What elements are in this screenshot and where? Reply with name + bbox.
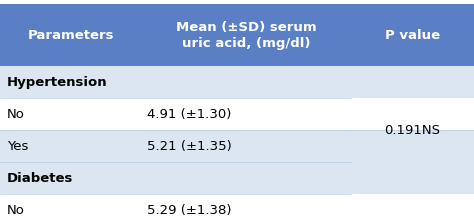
Bar [351,162,474,194]
Text: Diabetes: Diabetes [7,172,73,185]
Bar [142,194,351,221]
Text: No: No [7,204,25,217]
Bar [0,162,142,194]
Bar [142,4,351,66]
Text: 0.191NS: 0.191NS [384,124,440,137]
Bar [142,98,351,130]
Text: Parameters: Parameters [28,29,114,42]
Bar [351,130,474,162]
Text: P value: P value [385,29,440,42]
Text: Yes: Yes [7,140,28,153]
Text: Mean (±SD) serum
uric acid, (mg/dl): Mean (±SD) serum uric acid, (mg/dl) [176,21,317,50]
Bar [142,162,351,194]
Text: No: No [7,108,25,121]
Text: 4.91 (±1.30): 4.91 (±1.30) [147,108,231,121]
Bar [351,66,474,98]
Text: 5.29 (±1.38): 5.29 (±1.38) [147,204,231,217]
Text: 0.013S: 0.013S [389,220,436,221]
Bar [0,4,142,66]
Bar [142,66,351,98]
Bar [0,98,142,130]
Bar [351,194,474,221]
Bar [351,4,474,66]
Bar [0,194,142,221]
Bar [0,130,142,162]
Bar [0,66,142,98]
Bar [142,130,351,162]
Text: Hypertension: Hypertension [7,76,108,89]
Bar [351,98,474,130]
Text: 5.21 (±1.35): 5.21 (±1.35) [147,140,232,153]
